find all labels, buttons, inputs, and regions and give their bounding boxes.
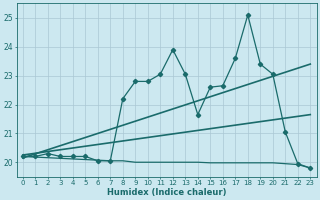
X-axis label: Humidex (Indice chaleur): Humidex (Indice chaleur): [107, 188, 226, 197]
